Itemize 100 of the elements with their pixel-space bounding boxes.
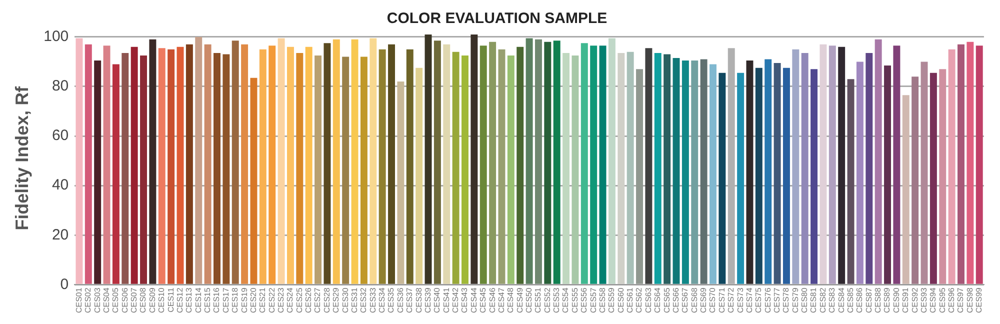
bar [416,68,423,284]
bar [718,72,726,284]
bar [774,62,781,284]
bar [168,49,175,284]
x-tick-label: CES26 [304,287,314,314]
x-tick-label: CES63 [644,287,653,314]
x-tick-label: CES87 [864,287,874,314]
bar [884,65,892,284]
x-tick-label: CES60 [616,287,626,314]
bar [324,43,331,284]
bar [599,46,606,284]
bar [608,38,616,284]
bar [912,76,919,284]
x-tick-label: CES90 [892,287,901,314]
y-tick-label: 80 [52,78,69,95]
bar [406,49,414,284]
x-tick-label: CES31 [350,287,359,314]
bar [378,49,386,284]
x-tick-label: CES20 [248,287,258,314]
bar [214,53,220,284]
bar [672,58,680,284]
bar [682,60,689,284]
bar [103,46,110,284]
bar [958,44,964,284]
bar [847,79,854,284]
bar [195,36,202,284]
x-tick-label: CES74 [744,287,754,314]
x-tick-label: CES06 [120,287,130,314]
x-tick-label: CES56 [580,287,589,314]
x-tick-label: CES05 [111,287,120,314]
x-tick-label: CES65 [662,287,672,314]
x-tick-label: CES33 [368,287,378,314]
bar [158,48,166,284]
y-tick-label: 0 [60,276,69,293]
y-tick-label: 40 [52,176,69,194]
bar [562,53,570,284]
bar [489,42,496,284]
x-tick-label: CES78 [782,287,791,314]
x-tick-label: CES37 [405,287,414,314]
x-tick-label: CES52 [542,287,552,314]
bar [149,39,156,284]
x-tick-label: CES53 [552,287,562,314]
x-tick-label: CES15 [203,287,212,314]
bar [874,39,882,284]
bar [828,46,836,284]
x-tick-label: CES44 [469,287,478,314]
x-tick-label: CES75 [754,287,764,314]
x-tick-label: CES09 [148,287,157,314]
x-tick-label: CES71 [717,287,726,314]
x-tick-label: CES30 [340,287,350,314]
x-tick-label: CES07 [130,287,139,314]
x-tick-label: CES85 [846,287,855,314]
x-tick-label: CES80 [800,287,810,314]
bar [176,46,184,284]
x-tick-label: CES45 [478,287,488,314]
x-tick-label: CES77 [772,287,782,314]
bar [130,46,138,284]
bar [976,46,983,284]
bar [553,40,560,284]
bar [424,34,432,284]
x-tick-label: CES42 [451,287,460,314]
bar [204,44,212,284]
bar [580,43,588,284]
x-tick-label: CES16 [212,287,222,314]
x-tick-label: CES96 [947,287,956,314]
bar [342,56,350,284]
x-tick-label: CES76 [763,287,772,314]
bar [645,48,652,284]
bar [534,39,542,284]
bar [232,40,239,284]
bar [388,44,396,284]
x-tick-label: CES69 [699,287,708,314]
bar [820,44,827,284]
bar [351,39,358,284]
bar [572,56,579,284]
bar [691,60,698,284]
bar [94,60,102,284]
x-tick-label: CES66 [671,287,680,314]
bar [259,49,266,284]
y-axis-title: Fidelity Index, Rf [12,85,32,230]
x-tick-label: CES11 [166,287,176,312]
x-tick-label: CES79 [790,287,800,314]
bar [948,49,956,284]
bar [286,46,294,284]
x-tick-label: CES61 [626,287,635,314]
x-tick-label: CES10 [157,287,166,314]
x-tick-label: CES19 [240,287,249,314]
bar [268,46,276,284]
bar [866,53,873,284]
x-tick-label: CES95 [938,287,947,314]
x-tick-label: CES35 [386,287,396,314]
x-tick-label: CES03 [92,287,102,314]
bar [810,69,818,284]
x-tick-label: CES17 [221,287,230,314]
bar [434,40,441,284]
bar [122,53,129,284]
x-tick-label: CES29 [332,287,341,314]
bar [626,52,634,284]
x-tick-label: CES64 [653,287,662,314]
x-tick-label: CES70 [708,287,718,314]
